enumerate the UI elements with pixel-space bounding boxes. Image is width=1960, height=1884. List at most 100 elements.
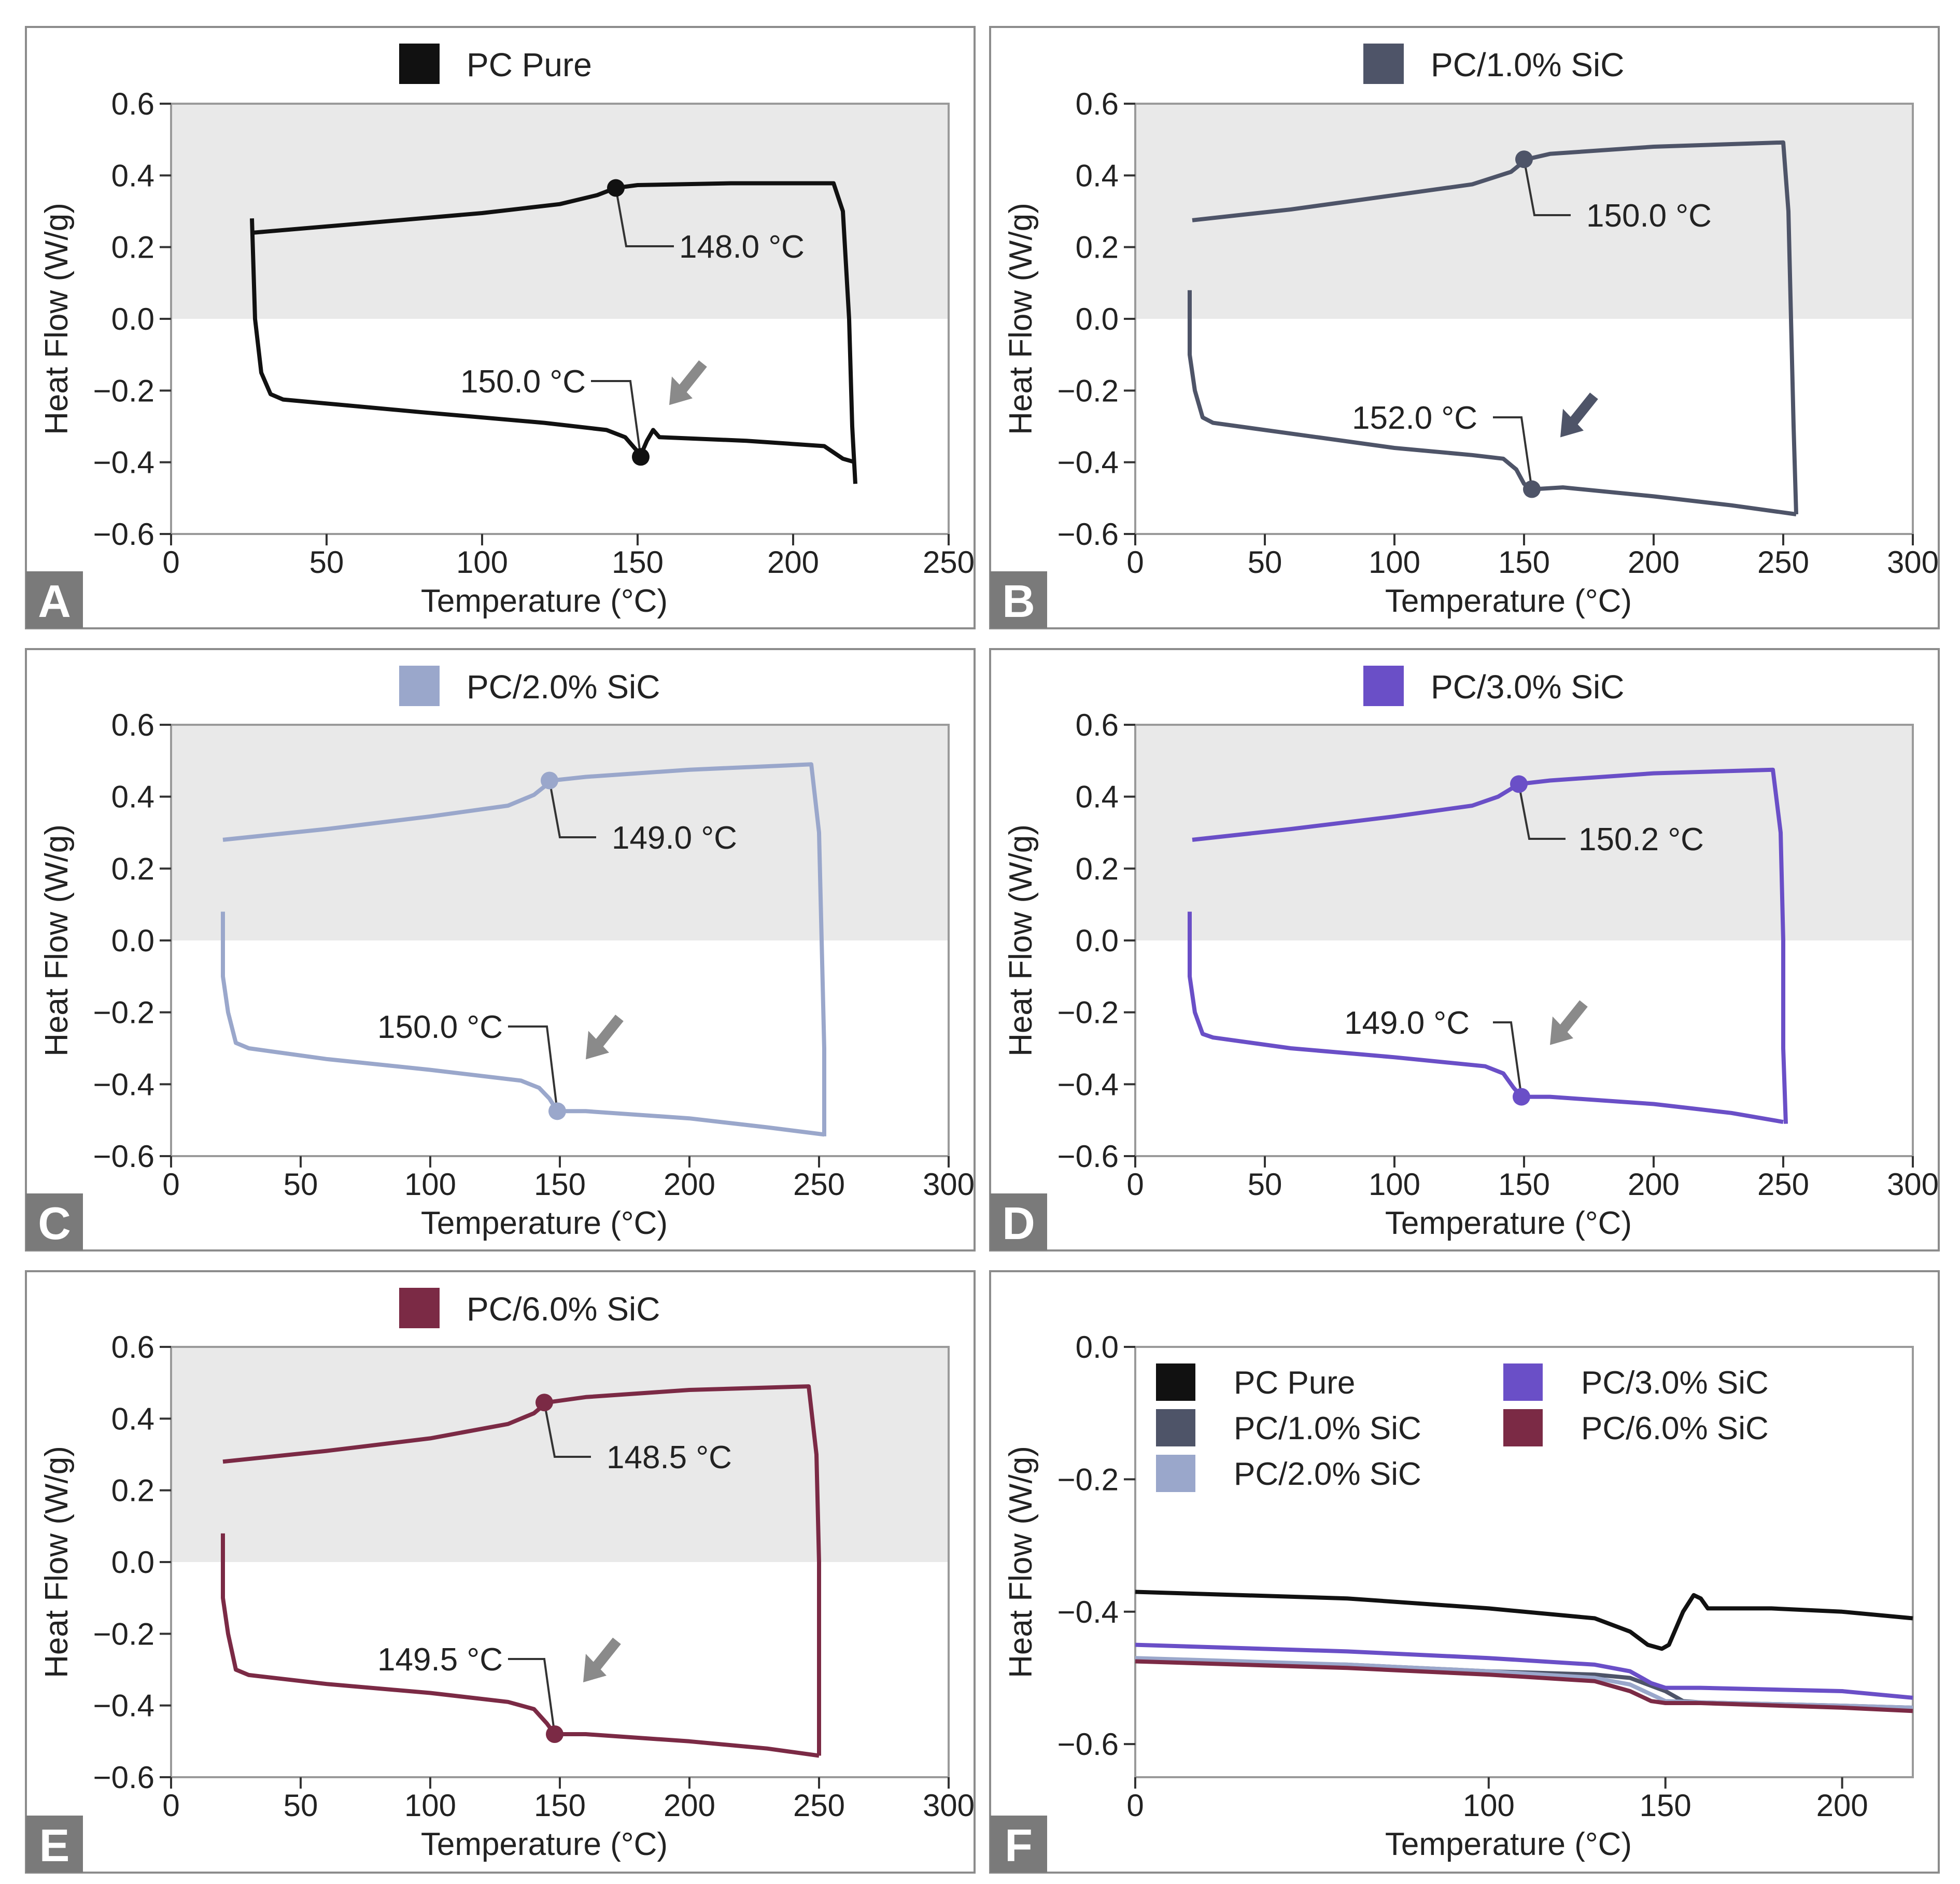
legend-swatch	[399, 1288, 440, 1328]
chart-panel-D: 0 50 100 150 200 250 300 0.6 0.4 0.2 0.0 −0.2 −0.4 −0…	[989, 648, 1940, 1252]
x-tick-label: 300	[1887, 545, 1939, 580]
upper-point-leader	[1518, 784, 1566, 840]
x-axis-title: Temperature (°C)	[1385, 1826, 1632, 1862]
transition-arrow-head	[586, 1031, 609, 1060]
heating-curve	[222, 1384, 821, 1756]
panel-letter-bg	[26, 1816, 83, 1873]
x-tick-label: 0	[1126, 1788, 1144, 1823]
panel-frame	[989, 1270, 1940, 1874]
chart-panel-C: 0 50 100 150 200 250 300 0.6 0.4 0.2 0.0 −0.2 −0.4 −0…	[25, 648, 976, 1252]
upper-transition-label: 148.5 °C	[607, 1440, 732, 1475]
y-tick-label: −0.4	[93, 1067, 154, 1102]
y-tick-label: −0.6	[93, 1760, 154, 1795]
upper-point-leader	[548, 780, 596, 838]
x-tick-label: 100	[456, 545, 508, 580]
panel-letter: B	[1002, 575, 1035, 627]
x-tick-label: 250	[1757, 545, 1809, 580]
x-tick-label: 150	[534, 1167, 586, 1202]
y-tick-label: −0.4	[1057, 1595, 1119, 1629]
y-tick-label: −0.2	[1057, 995, 1119, 1030]
y-tick-label: 0.4	[1076, 158, 1119, 193]
lower-transition-label: 149.0 °C	[1344, 1005, 1470, 1041]
y-tick-label: 0.4	[111, 158, 154, 193]
cooling-curve	[1188, 290, 1797, 516]
series-line-3	[1135, 1642, 1913, 1700]
transition-arrow-shaft	[1559, 1000, 1588, 1033]
x-tick-label: 50	[309, 545, 344, 580]
x-tick-label: 250	[793, 1167, 845, 1202]
upper-transition-point	[607, 179, 625, 197]
lower-point-leader	[508, 1658, 556, 1735]
legend-label: PC/6.0% SiC	[1581, 1411, 1769, 1446]
panel-letter: F	[1005, 1820, 1033, 1871]
series-line-1	[1135, 1659, 1913, 1710]
x-tick-label: 200	[1628, 545, 1680, 580]
y-tick-label: 0.2	[1076, 851, 1119, 886]
y-tick-label: −0.2	[93, 995, 154, 1030]
cooling-curve	[250, 218, 856, 465]
legend-label: PC/2.0% SiC	[467, 668, 660, 706]
x-tick-label: 150	[1498, 1167, 1550, 1202]
y-tick-label: 0.0	[1076, 1330, 1119, 1365]
x-tick-label: 300	[923, 1167, 975, 1202]
upper-transition-point	[1510, 775, 1528, 793]
panel-frame	[25, 648, 976, 1252]
y-tick-label: −0.4	[93, 1689, 154, 1723]
x-tick-label: 200	[1628, 1167, 1680, 1202]
lower-transition-point	[1513, 1088, 1530, 1106]
chart-panel-A: 0 50 100 150 200 250 0.6 0.4 0.2 0.0 −0.2 −0.4 −0.6 T…	[25, 26, 976, 629]
legend-swatch	[1363, 44, 1404, 84]
lower-point-leader	[1493, 416, 1533, 489]
x-tick-label: 300	[923, 1788, 975, 1823]
x-tick-label: 100	[1463, 1788, 1515, 1823]
y-tick-label: 0.0	[111, 302, 154, 336]
panel-letter: C	[38, 1198, 71, 1249]
lower-transition-point	[548, 1102, 566, 1120]
panel-frame	[25, 1270, 976, 1874]
x-axis-title: Temperature (°C)	[1385, 583, 1632, 619]
transition-arrow-shaft	[592, 1637, 621, 1670]
x-axis-title: Temperature (°C)	[421, 583, 668, 619]
y-tick-label: 0.2	[111, 230, 154, 265]
x-axis-title: Temperature (°C)	[421, 1826, 668, 1862]
panel-frame	[25, 26, 976, 629]
x-tick-label: 100	[404, 1788, 456, 1823]
cooling-curve	[221, 1533, 820, 1758]
y-tick-label: 0.0	[111, 1545, 154, 1580]
legend-swatch	[1503, 1409, 1543, 1446]
legend-swatch	[1503, 1363, 1543, 1401]
legend-swatch	[1363, 666, 1404, 706]
y-axis-title: Heat Flow (W/g)	[39, 1446, 75, 1678]
y-tick-label: 0.0	[1076, 923, 1119, 958]
y-tick-label: −0.6	[1057, 517, 1119, 552]
upper-transition-label: 150.0 °C	[1586, 198, 1712, 234]
lower-transition-point	[632, 448, 650, 466]
x-tick-label: 50	[1248, 545, 1282, 580]
upper-point-leader	[1523, 159, 1571, 216]
panel-letter: E	[39, 1820, 70, 1871]
y-tick-label: 0.6	[1076, 708, 1119, 742]
transition-arrow-head	[1560, 409, 1584, 438]
x-tick-label: 300	[1887, 1167, 1939, 1202]
cooling-curve	[221, 911, 825, 1137]
panel-letter: A	[38, 575, 71, 627]
upper-transition-point	[541, 771, 558, 790]
y-tick-label: −0.4	[93, 445, 154, 480]
panel-letter-bg	[26, 571, 83, 628]
y-tick-label: −0.2	[1057, 1462, 1119, 1497]
x-tick-label: 50	[1248, 1167, 1282, 1202]
panel-letter-bg	[990, 1816, 1047, 1873]
positive-region-shade	[171, 104, 949, 319]
x-tick-label: 50	[284, 1788, 318, 1823]
y-tick-label: −0.6	[93, 517, 154, 552]
panel-letter-bg	[26, 1193, 83, 1250]
upper-point-leader	[543, 1402, 591, 1458]
lower-transition-label: 152.0 °C	[1352, 400, 1477, 436]
x-tick-label: 50	[284, 1167, 318, 1202]
chart-panel-F: 0 100 150 200 0.0 −0.2 −0.4 −0.6 Temperature (°C…	[989, 1270, 1940, 1874]
x-tick-label: 150	[534, 1788, 586, 1823]
y-tick-label: 0.4	[111, 780, 154, 814]
series-line-4	[1135, 1659, 1913, 1713]
legend-swatch	[1156, 1363, 1195, 1401]
